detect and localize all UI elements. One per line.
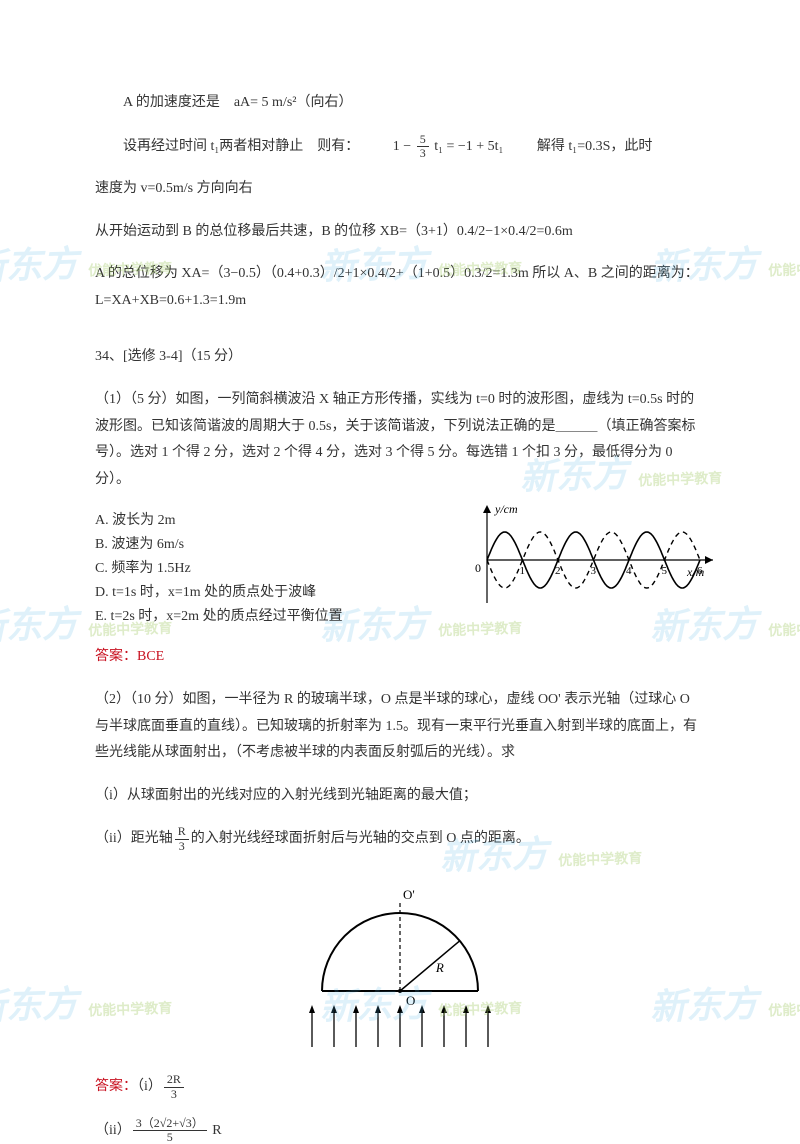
line-5: A 的总位移为 XA=（3−0.5）（0.4+0.3）/2+1×0.4/2+（1… bbox=[95, 261, 705, 314]
q34-2ii-a: （ii）距光轴 bbox=[95, 831, 173, 846]
answer-1: 答案：BCE bbox=[95, 644, 705, 671]
frac-den: 3 bbox=[164, 1088, 184, 1101]
svg-text:0: 0 bbox=[475, 561, 481, 575]
line-2b: 解得 t₁=0.3S，此时 bbox=[537, 139, 652, 154]
ans2ii-label: （ii） bbox=[95, 1123, 131, 1138]
q34-part1: （1）（5 分）如图，一列简斜横波沿 X 轴正方形传播，实线为 t=0 时的波形… bbox=[95, 387, 705, 493]
line-4: 从开始运动到 B 的总位移最后共速，B 的位移 XB=（3+1）0.4/2−1×… bbox=[95, 219, 705, 246]
q34-2ii-b: 的入射光线经球面折射后与光轴的交点到 O 点的距离。 bbox=[191, 831, 530, 846]
answer-2ii: （ii）3（2√2+√3）5 R bbox=[95, 1117, 705, 1144]
line-3: 速度为 v=0.5m/s 方向向右 bbox=[95, 176, 705, 203]
frac-num: 5 bbox=[417, 133, 429, 147]
frac-num: 2R bbox=[164, 1073, 184, 1087]
answer-label: 答案： bbox=[95, 1079, 137, 1094]
svg-text:O': O' bbox=[403, 887, 415, 902]
line-1: A 的加速度还是 aA= 5 m/s²（向右） bbox=[95, 90, 705, 117]
svg-text:1: 1 bbox=[520, 565, 526, 577]
frac-den: 3 bbox=[417, 147, 429, 160]
frac-num: R bbox=[175, 825, 189, 839]
wave-figure: y/cmx/m0123456 bbox=[465, 499, 715, 620]
line-2-block: 设再经过时间 t₁两者相对静止 则有： 1 − 53 t₁ = −1 + 5t₁… bbox=[95, 133, 705, 161]
frac-den: 3 bbox=[175, 840, 189, 853]
eq-left: 1 − bbox=[393, 139, 415, 154]
answer-1-value: BCE bbox=[137, 649, 164, 664]
svg-text:R: R bbox=[435, 960, 444, 975]
options-and-wave: A. 波长为 2m B. 波速为 6m/s C. 频率为 1.5Hz D. t=… bbox=[95, 509, 705, 628]
q34-title: 34、[选修 3-4]（15 分） bbox=[95, 344, 705, 371]
svg-text:O: O bbox=[406, 993, 415, 1008]
hemisphere-figure: O O' R bbox=[95, 873, 705, 1064]
answer-label: 答案： bbox=[95, 649, 137, 664]
q34-2i: （i）从球面射出的光线对应的入射光线到光轴距离的最大值； bbox=[95, 783, 705, 810]
equation-1: 1 − 53 t₁ = −1 + 5t₁ bbox=[393, 133, 504, 161]
frac-den: 5 bbox=[133, 1131, 207, 1144]
ans2i-label: （i） bbox=[137, 1079, 162, 1094]
q34-part2: （2）（10 分）如图，一半径为 R 的玻璃半球，O 点是半球的球心，虚线 OO… bbox=[95, 687, 705, 767]
ans2ii-b: R bbox=[209, 1123, 222, 1138]
eq-right: t₁ = −1 + 5t₁ bbox=[431, 139, 504, 154]
answer-2: 答案：（i）2R3 bbox=[95, 1073, 705, 1101]
line-2a: 设再经过时间 t₁两者相对静止 则有： bbox=[95, 134, 359, 161]
svg-text:y/cm: y/cm bbox=[494, 502, 518, 516]
q34-2ii: （ii）距光轴R3的入射光线经球面折射后与光轴的交点到 O 点的距离。 bbox=[95, 825, 705, 853]
frac-num: 3（2√2+√3） bbox=[133, 1117, 207, 1131]
